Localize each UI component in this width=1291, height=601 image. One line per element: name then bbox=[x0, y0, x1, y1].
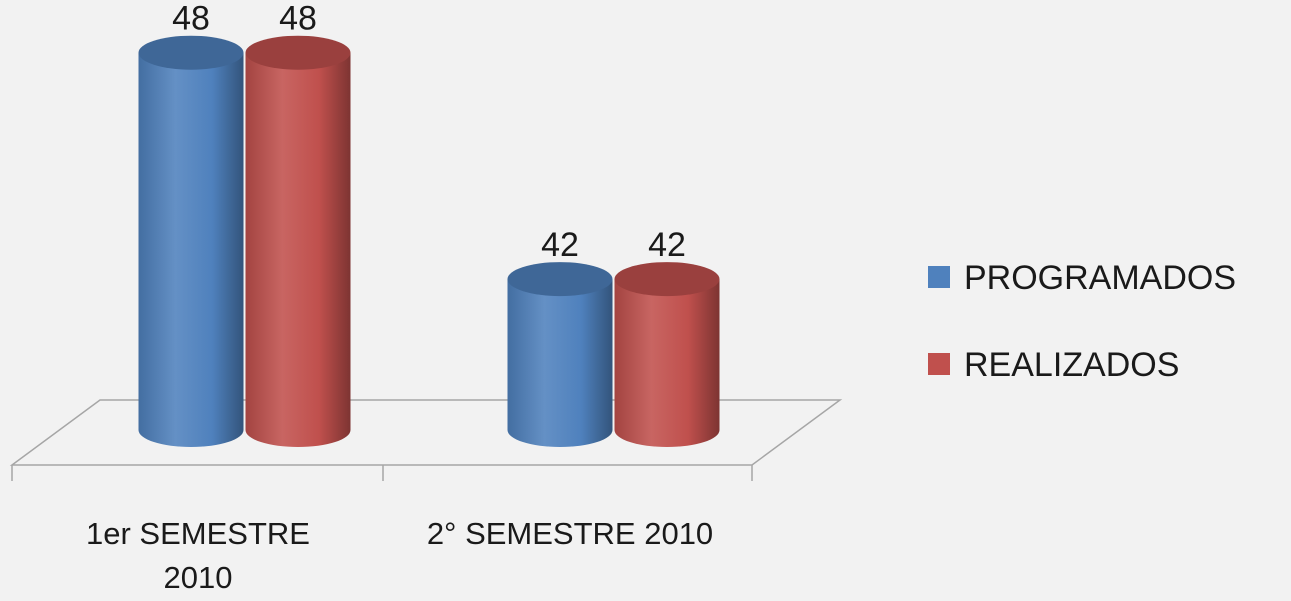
bar-top bbox=[507, 262, 613, 297]
bar-top bbox=[614, 262, 720, 297]
bar bbox=[138, 35, 244, 448]
data-label: 42 bbox=[648, 226, 686, 264]
bar-body bbox=[507, 279, 613, 447]
data-label: 48 bbox=[172, 0, 210, 38]
bar bbox=[245, 35, 351, 448]
bar bbox=[507, 262, 613, 447]
x-tick-label: 1er SEMESTRE 2010 bbox=[86, 516, 310, 595]
legend-label: PROGRAMADOS bbox=[964, 259, 1236, 297]
x-tick-label: 2° SEMESTRE 2010 bbox=[426, 516, 714, 551]
bar-body bbox=[138, 52, 244, 448]
bar-top bbox=[138, 35, 244, 70]
bar bbox=[614, 262, 720, 447]
legend-swatch bbox=[928, 353, 950, 375]
bar-body bbox=[245, 52, 351, 448]
legend-swatch bbox=[928, 266, 950, 288]
data-label: 42 bbox=[541, 226, 579, 264]
bar-top bbox=[245, 35, 351, 70]
bar-body bbox=[614, 279, 720, 447]
data-label: 48 bbox=[279, 0, 317, 38]
floor bbox=[9, 399, 843, 466]
legend-label: REALIZADOS bbox=[964, 346, 1179, 384]
